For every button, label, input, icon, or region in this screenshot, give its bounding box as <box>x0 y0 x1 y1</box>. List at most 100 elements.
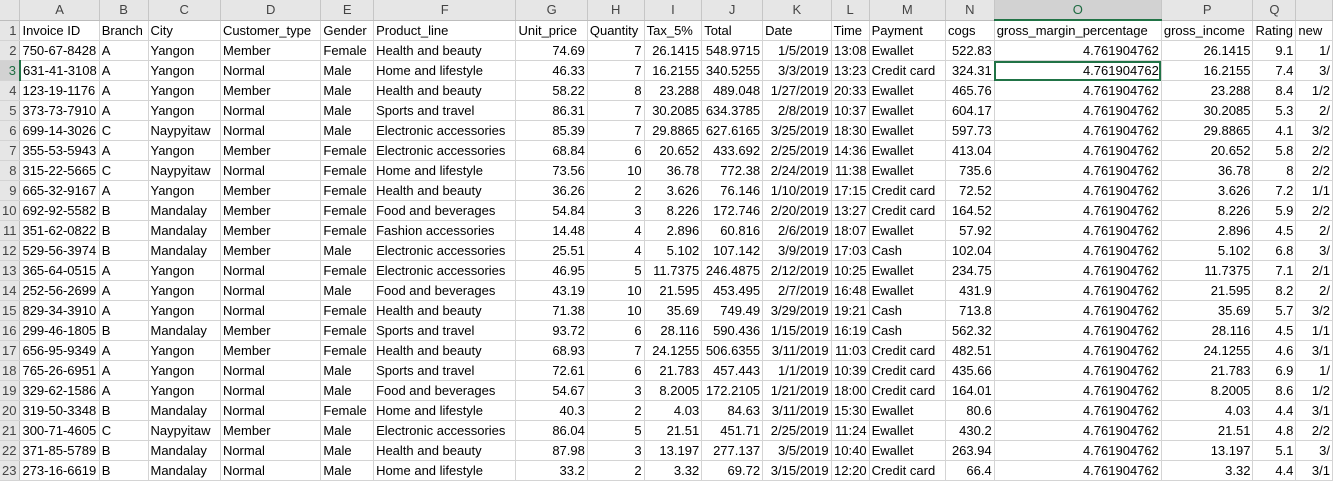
cell[interactable]: 6.8 <box>1252 240 1297 261</box>
cell[interactable]: 2/ <box>1295 280 1333 301</box>
cell[interactable]: 66.4 <box>945 460 995 481</box>
cell[interactable]: 692-92-5582 <box>19 200 100 221</box>
row-header[interactable]: 9 <box>0 180 21 201</box>
cell[interactable]: 10:37 <box>831 100 870 121</box>
cell[interactable]: 3/11/2019 <box>762 340 832 361</box>
cell[interactable]: 4.4 <box>1252 460 1297 481</box>
cell[interactable]: Mandalay <box>148 400 221 421</box>
cell[interactable]: 5.9 <box>1252 200 1297 221</box>
cell[interactable]: 1/2 <box>1295 80 1333 101</box>
cell[interactable]: Member <box>220 220 322 241</box>
cell[interactable]: 3/ <box>1295 440 1333 461</box>
cell[interactable]: 85.39 <box>515 120 588 141</box>
cell[interactable]: Food and beverages <box>373 380 517 401</box>
cell[interactable]: 8.4 <box>1252 80 1297 101</box>
column-header-e[interactable]: E <box>320 0 375 21</box>
cell[interactable]: 10 <box>587 160 645 181</box>
cell[interactable]: 28.116 <box>1161 320 1254 341</box>
cell[interactable]: 277.137 <box>701 440 764 461</box>
cell[interactable]: 86.04 <box>515 420 588 441</box>
field-name-cell[interactable]: Product_line <box>373 20 517 41</box>
cell[interactable]: Normal <box>220 440 322 461</box>
cell[interactable]: 529-56-3974 <box>19 240 100 261</box>
field-name-cell[interactable]: Unit_price <box>515 20 588 41</box>
field-name-cell[interactable]: Total <box>701 20 764 41</box>
cell[interactable]: 6 <box>587 140 645 161</box>
cell[interactable]: 123-19-1176 <box>19 80 100 101</box>
cell[interactable]: 562.32 <box>945 320 995 341</box>
cell[interactable]: 74.69 <box>515 40 588 61</box>
cell[interactable]: 5.1 <box>1252 440 1297 461</box>
cell[interactable]: Male <box>320 440 375 461</box>
cell[interactable]: Member <box>220 180 322 201</box>
cell[interactable]: 4.761904762 <box>994 120 1162 141</box>
column-header-g[interactable]: G <box>515 0 588 21</box>
cell[interactable]: 3 <box>587 440 645 461</box>
cell[interactable]: 2 <box>587 400 645 421</box>
cell[interactable]: 8.2005 <box>644 380 703 401</box>
cell[interactable]: 4.761904762 <box>994 460 1162 481</box>
cell[interactable]: 5.7 <box>1252 300 1297 321</box>
cell[interactable]: A <box>99 380 149 401</box>
cell[interactable]: 2/24/2019 <box>762 160 832 181</box>
cell[interactable]: 433.692 <box>701 140 764 161</box>
cell[interactable]: 2/2 <box>1295 420 1333 441</box>
row-header[interactable]: 16 <box>0 320 21 341</box>
cell[interactable]: Home and lifestyle <box>373 160 517 181</box>
cell[interactable]: 465.76 <box>945 80 995 101</box>
cell[interactable]: Electronic accessories <box>373 120 517 141</box>
cell[interactable]: 20.652 <box>1161 140 1254 161</box>
cell[interactable]: 18:30 <box>831 120 870 141</box>
column-header-b[interactable]: B <box>99 0 149 21</box>
cell[interactable]: 8.226 <box>1161 200 1254 221</box>
cell[interactable]: A <box>99 180 149 201</box>
cell[interactable]: 36.78 <box>1161 160 1254 181</box>
row-header[interactable]: 10 <box>0 200 21 221</box>
cell[interactable]: 453.495 <box>701 280 764 301</box>
cell[interactable]: 18:00 <box>831 380 870 401</box>
cell[interactable]: 13.197 <box>644 440 703 461</box>
cell[interactable]: 340.5255 <box>701 60 764 81</box>
cell[interactable]: 54.67 <box>515 380 588 401</box>
cell[interactable]: 69.72 <box>701 460 764 481</box>
cell[interactable]: 4.761904762 <box>994 140 1162 161</box>
row-header[interactable]: 6 <box>0 120 21 141</box>
cell[interactable]: Normal <box>220 280 322 301</box>
row-header[interactable]: 22 <box>0 440 21 461</box>
cell[interactable]: 252-56-2699 <box>19 280 100 301</box>
cell[interactable]: 2/1 <box>1295 260 1333 281</box>
field-name-cell[interactable]: Invoice ID <box>19 20 100 41</box>
cell[interactable]: Yangon <box>148 100 221 121</box>
cell[interactable]: Mandalay <box>148 440 221 461</box>
cell[interactable]: 54.84 <box>515 200 588 221</box>
cell[interactable]: 107.142 <box>701 240 764 261</box>
field-name-cell[interactable]: gross_income <box>1161 20 1254 41</box>
cell[interactable]: Ewallet <box>869 80 947 101</box>
cell[interactable]: Male <box>320 60 375 81</box>
cell[interactable]: Normal <box>220 100 322 121</box>
cell[interactable]: 506.6355 <box>701 340 764 361</box>
cell[interactable]: 627.6165 <box>701 120 764 141</box>
cell[interactable]: 43.19 <box>515 280 588 301</box>
cell[interactable]: Member <box>220 320 322 341</box>
row-header[interactable]: 4 <box>0 80 21 101</box>
cell[interactable]: 11:03 <box>831 340 870 361</box>
cell[interactable]: 699-14-3026 <box>19 120 100 141</box>
cell[interactable]: A <box>99 360 149 381</box>
column-header-n[interactable]: N <box>945 0 995 21</box>
cell[interactable]: 5.102 <box>1161 240 1254 261</box>
cell[interactable]: 20.652 <box>644 140 703 161</box>
cell[interactable]: 17:15 <box>831 180 870 201</box>
cell[interactable]: Mandalay <box>148 460 221 481</box>
field-name-cell[interactable]: Date <box>762 20 832 41</box>
column-header-i[interactable]: I <box>644 0 703 21</box>
cell[interactable]: 430.2 <box>945 420 995 441</box>
cell[interactable]: Ewallet <box>869 280 947 301</box>
cell[interactable]: Yangon <box>148 300 221 321</box>
cell[interactable]: 8.2005 <box>1161 380 1254 401</box>
cell[interactable]: 2/2 <box>1295 200 1333 221</box>
cell[interactable]: Member <box>220 240 322 261</box>
cell[interactable]: 14.48 <box>515 220 588 241</box>
cell[interactable]: 3.626 <box>644 180 703 201</box>
cell[interactable]: 371-85-5789 <box>19 440 100 461</box>
